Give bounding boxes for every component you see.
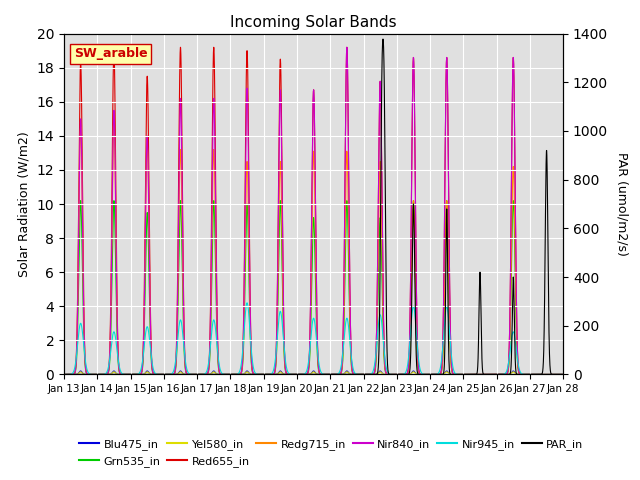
PAR_in xyxy=(379,38,387,44)
Redg715_in xyxy=(435,372,443,377)
PAR_in xyxy=(559,372,567,377)
Grn535_in xyxy=(449,371,456,376)
Redg715_in xyxy=(110,116,118,122)
Grn535_in xyxy=(379,312,387,317)
Yel580_in xyxy=(77,369,84,375)
Nir945_in xyxy=(468,372,476,377)
Nir840_in xyxy=(86,372,94,377)
Line: Nir945_in: Nir945_in xyxy=(64,303,563,374)
Yel580_in xyxy=(379,371,387,377)
Nir945_in xyxy=(86,371,94,377)
Redg715_in xyxy=(60,372,68,377)
Y-axis label: PAR (umol/m2/s): PAR (umol/m2/s) xyxy=(616,152,629,256)
Nir945_in xyxy=(559,372,567,377)
PAR_in xyxy=(468,372,476,377)
Red655_in xyxy=(177,44,184,50)
Yel580_in xyxy=(468,372,476,377)
Blu475_in xyxy=(379,371,387,376)
Yel580_in xyxy=(461,372,469,377)
Nir840_in xyxy=(468,372,476,377)
Nir840_in xyxy=(343,44,351,50)
Grn535_in xyxy=(461,372,469,377)
Nir840_in xyxy=(60,372,68,377)
Line: Nir840_in: Nir840_in xyxy=(64,47,563,374)
Blu475_in xyxy=(60,372,68,377)
Redg715_in xyxy=(379,290,387,296)
Line: PAR_in: PAR_in xyxy=(64,39,563,374)
Blu475_in xyxy=(449,372,456,377)
Nir840_in xyxy=(461,372,469,377)
Redg715_in xyxy=(461,372,469,377)
Red655_in xyxy=(461,372,469,377)
Blu475_in xyxy=(461,372,469,377)
Yel580_in xyxy=(559,372,567,377)
Blu475_in xyxy=(86,372,94,377)
Grn535_in xyxy=(468,372,476,377)
Redg715_in xyxy=(468,372,476,377)
Line: Blu475_in: Blu475_in xyxy=(64,371,563,374)
Blu475_in xyxy=(77,368,84,374)
Yel580_in xyxy=(60,372,68,377)
Nir840_in xyxy=(449,370,456,376)
Nir945_in xyxy=(379,331,387,336)
Red655_in xyxy=(86,372,94,377)
Grn535_in xyxy=(60,372,68,377)
Grn535_in xyxy=(435,372,443,377)
Grn535_in xyxy=(86,372,94,377)
PAR_in xyxy=(60,372,68,377)
Yel580_in xyxy=(86,372,94,377)
Text: SW_arable: SW_arable xyxy=(74,48,148,60)
PAR_in xyxy=(461,372,469,377)
Nir945_in xyxy=(461,372,469,377)
Red655_in xyxy=(379,259,387,265)
Grn535_in xyxy=(559,372,567,377)
Nir840_in xyxy=(379,259,387,265)
Nir840_in xyxy=(559,372,567,377)
Redg715_in xyxy=(559,372,567,377)
Y-axis label: Solar Radiation (W/m2): Solar Radiation (W/m2) xyxy=(18,131,31,277)
PAR_in xyxy=(86,372,94,377)
Line: Yel580_in: Yel580_in xyxy=(64,372,563,374)
Title: Incoming Solar Bands: Incoming Solar Bands xyxy=(230,15,397,30)
Red655_in xyxy=(435,372,443,377)
Red655_in xyxy=(449,370,456,376)
PAR_in xyxy=(379,36,387,42)
Grn535_in xyxy=(77,198,84,204)
Line: Red655_in: Red655_in xyxy=(64,47,563,374)
Redg715_in xyxy=(86,372,94,377)
Blu475_in xyxy=(559,372,567,377)
Red655_in xyxy=(60,372,68,377)
Blu475_in xyxy=(468,372,476,377)
Nir945_in xyxy=(435,369,443,375)
Nir945_in xyxy=(60,372,68,377)
Red655_in xyxy=(559,372,567,377)
PAR_in xyxy=(449,372,456,377)
Red655_in xyxy=(468,372,476,377)
Line: Grn535_in: Grn535_in xyxy=(64,201,563,374)
Yel580_in xyxy=(435,372,443,377)
Legend: Blu475_in, Grn535_in, Yel580_in, Red655_in, Redg715_in, Nir840_in, Nir945_in, PA: Blu475_in, Grn535_in, Yel580_in, Red655_… xyxy=(74,435,588,471)
Redg715_in xyxy=(449,371,456,376)
Nir945_in xyxy=(243,300,251,306)
PAR_in xyxy=(435,372,443,377)
Blu475_in xyxy=(435,372,443,377)
Yel580_in xyxy=(449,372,456,377)
Nir945_in xyxy=(449,363,456,369)
Line: Redg715_in: Redg715_in xyxy=(64,119,563,374)
Nir840_in xyxy=(435,372,443,377)
